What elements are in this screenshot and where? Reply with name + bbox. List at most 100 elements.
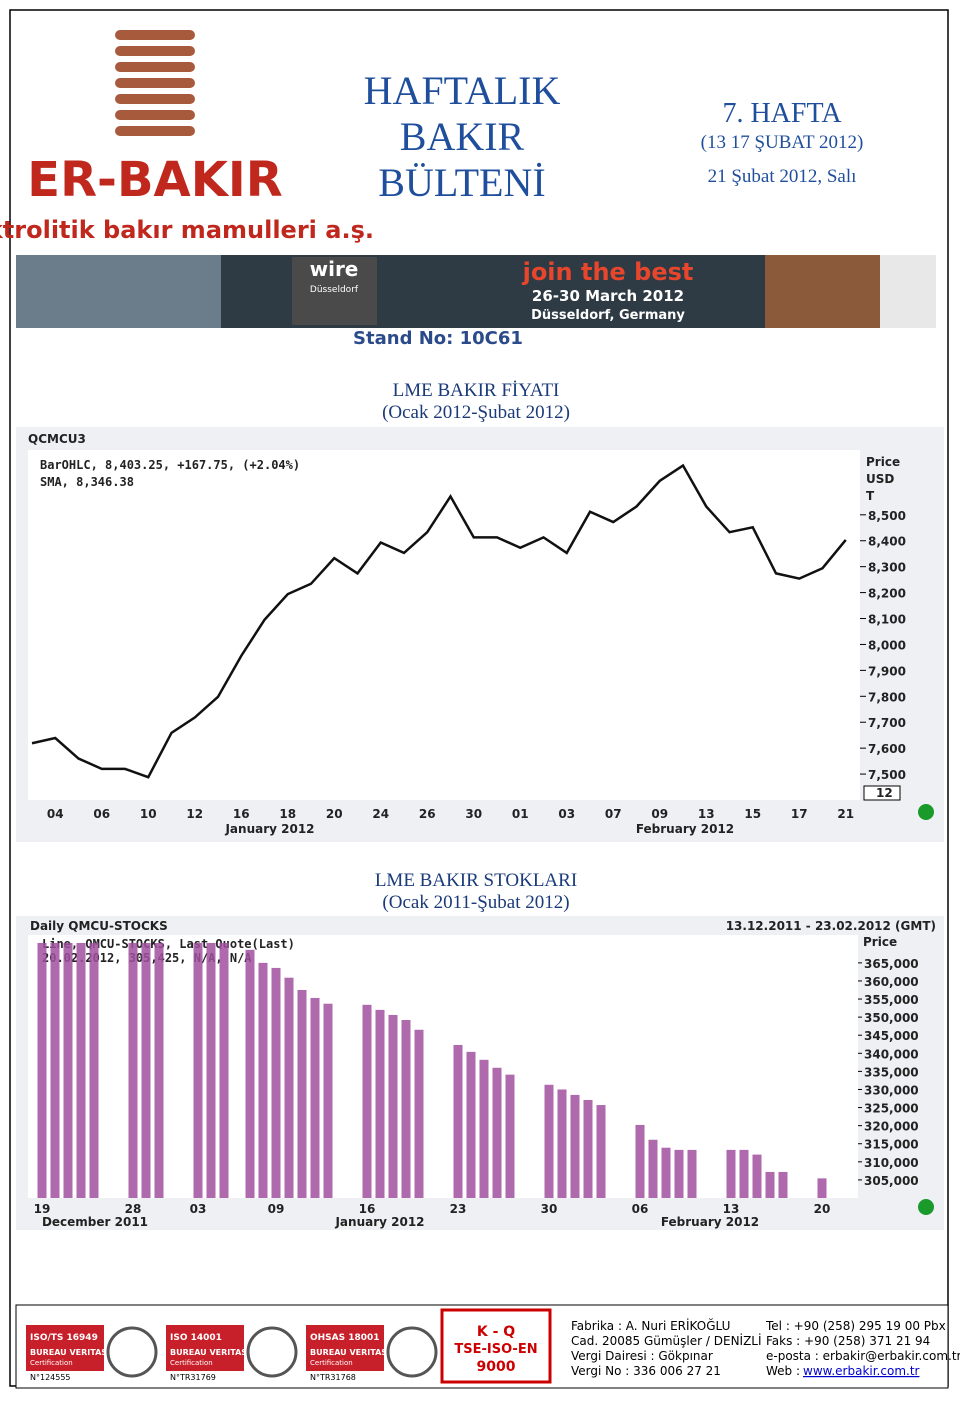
month-label: December 2011: [42, 1215, 148, 1229]
cert-name: OHSAS 18001: [310, 1333, 380, 1343]
bar: [765, 1171, 775, 1198]
x-tick-label: 28: [125, 1202, 142, 1216]
chart-range: 13.12.2011 - 23.02.2012 (GMT): [726, 919, 936, 933]
month-label: February 2012: [661, 1215, 759, 1229]
contact-line: Faks : +90 (258) 371 21 94: [766, 1334, 930, 1348]
cert-badge: [26, 1325, 104, 1371]
web-label: Web :: [766, 1364, 800, 1378]
bar: [323, 1003, 333, 1198]
cert-body: BUREAU VERITAS: [310, 1348, 387, 1357]
x-tick-label: 16: [359, 1202, 376, 1216]
banner-dates: 26-30 March 2012: [532, 287, 684, 305]
bar: [258, 962, 268, 1198]
date-marker: 12: [876, 786, 893, 800]
chart-title: Daily QMCU-STOCKS: [30, 919, 168, 933]
x-tick-label: 19: [34, 1202, 51, 1216]
title-line: BAKIR: [400, 114, 525, 159]
x-tick-label: 30: [465, 807, 482, 821]
axis-title: T: [866, 489, 875, 503]
y-tick-label: 305,000: [864, 1174, 919, 1188]
legend-text: Line, QMCU-STOCKS, Last Quote(Last): [42, 937, 295, 951]
wire-logo: [292, 257, 377, 325]
bar: [687, 1149, 697, 1198]
x-tick-label: 18: [279, 807, 296, 821]
cert-kind: Certification: [170, 1359, 213, 1367]
bar: [479, 1059, 489, 1198]
address-line: Vergi No : 336 006 27 21: [571, 1364, 721, 1378]
bar: [50, 942, 60, 1198]
status-dot: [918, 1199, 934, 1215]
x-tick-label: 26: [419, 807, 436, 821]
bar: [778, 1171, 788, 1198]
bar: [414, 1029, 424, 1198]
y-tick-label: 325,000: [864, 1102, 919, 1116]
bar: [466, 1051, 476, 1198]
chart-symbol: QCMCU3: [28, 432, 86, 446]
bar: [63, 942, 73, 1198]
section-heading: LME BAKIR STOKLARI: [375, 870, 577, 891]
y-tick-label: 350,000: [864, 1011, 919, 1025]
bar: [141, 942, 151, 1198]
y-tick-label: 7,500: [868, 768, 906, 782]
y-tick-label: 8,000: [868, 638, 906, 652]
week-range: (13 17 ŞUBAT 2012): [701, 132, 864, 153]
bar: [557, 1089, 567, 1198]
cert-seal: [106, 1326, 158, 1378]
date-marker-box: [863, 785, 901, 801]
banner-image: [16, 255, 221, 328]
cert-badge: [306, 1325, 384, 1371]
address-line: Cad. 20085 Gümüşler / DENİZLİ: [571, 1333, 762, 1348]
web-link[interactable]: www.erbakir.com.tr: [803, 1364, 920, 1378]
bar: [674, 1149, 684, 1198]
banner-image: [765, 255, 880, 328]
logo-tagline: elektrolitik bakır mamulleri a.ş.: [0, 216, 374, 244]
section-heading: LME BAKIR FİYATI: [393, 380, 560, 401]
bar: [401, 1020, 411, 1198]
stocks-chart: 305,000 310,000 315,000 320,000 325,000 330,0…: [34, 942, 919, 1229]
cert-seal: [386, 1326, 438, 1378]
month-label: February 2012: [636, 822, 734, 836]
x-tick-label: 23: [450, 1202, 467, 1216]
x-tick-label: 03: [190, 1202, 207, 1216]
bar: [635, 1124, 645, 1198]
stocks-plot-area: [28, 935, 858, 1198]
bar: [817, 1178, 827, 1198]
banner-brand: wire: [310, 257, 359, 281]
cert-seal: [246, 1326, 298, 1378]
bar: [89, 942, 99, 1198]
y-tick-label: 7,900: [868, 664, 906, 678]
bar: [661, 1147, 671, 1198]
bar: [453, 1044, 463, 1198]
certifications: ISO/TS 16949 BUREAU VERITAS Certification N…: [26, 1325, 438, 1382]
x-tick-label: 09: [268, 1202, 285, 1216]
x-tick-label: 03: [558, 807, 575, 821]
bar: [648, 1139, 658, 1198]
cert-name: ISO/TS 16949: [30, 1333, 98, 1343]
x-tick-label: 30: [541, 1202, 558, 1216]
week: 7. HAFTA: [722, 98, 842, 129]
cert-name: ISO 14001: [170, 1333, 222, 1343]
y-tick-label: 8,500: [868, 509, 906, 523]
y-tick-label: 360,000: [864, 975, 919, 989]
x-tick-label: 17: [791, 807, 808, 821]
x-tick-label: 13: [698, 807, 715, 821]
axis-title: USD: [866, 472, 894, 486]
bar: [206, 942, 216, 1198]
x-tick-label: 20: [326, 807, 343, 821]
tse-text: 9000: [477, 1359, 516, 1375]
y-tick-label: 7,700: [868, 716, 906, 730]
bar: [219, 942, 229, 1198]
banner-image: [880, 255, 936, 328]
y-tick-label: 340,000: [864, 1047, 919, 1061]
y-tick-label: 315,000: [864, 1138, 919, 1152]
axis-title: Price: [866, 455, 900, 469]
cert-body: BUREAU VERITAS: [170, 1348, 247, 1357]
bar: [37, 942, 47, 1198]
section-heading: (Ocak 2012-Şubat 2012): [382, 402, 570, 423]
bar: [492, 1067, 502, 1198]
y-tick-label: 365,000: [864, 957, 919, 971]
bar: [76, 942, 86, 1198]
tse-text: K - Q: [477, 1324, 515, 1340]
y-tick-label: 7,600: [868, 742, 906, 756]
